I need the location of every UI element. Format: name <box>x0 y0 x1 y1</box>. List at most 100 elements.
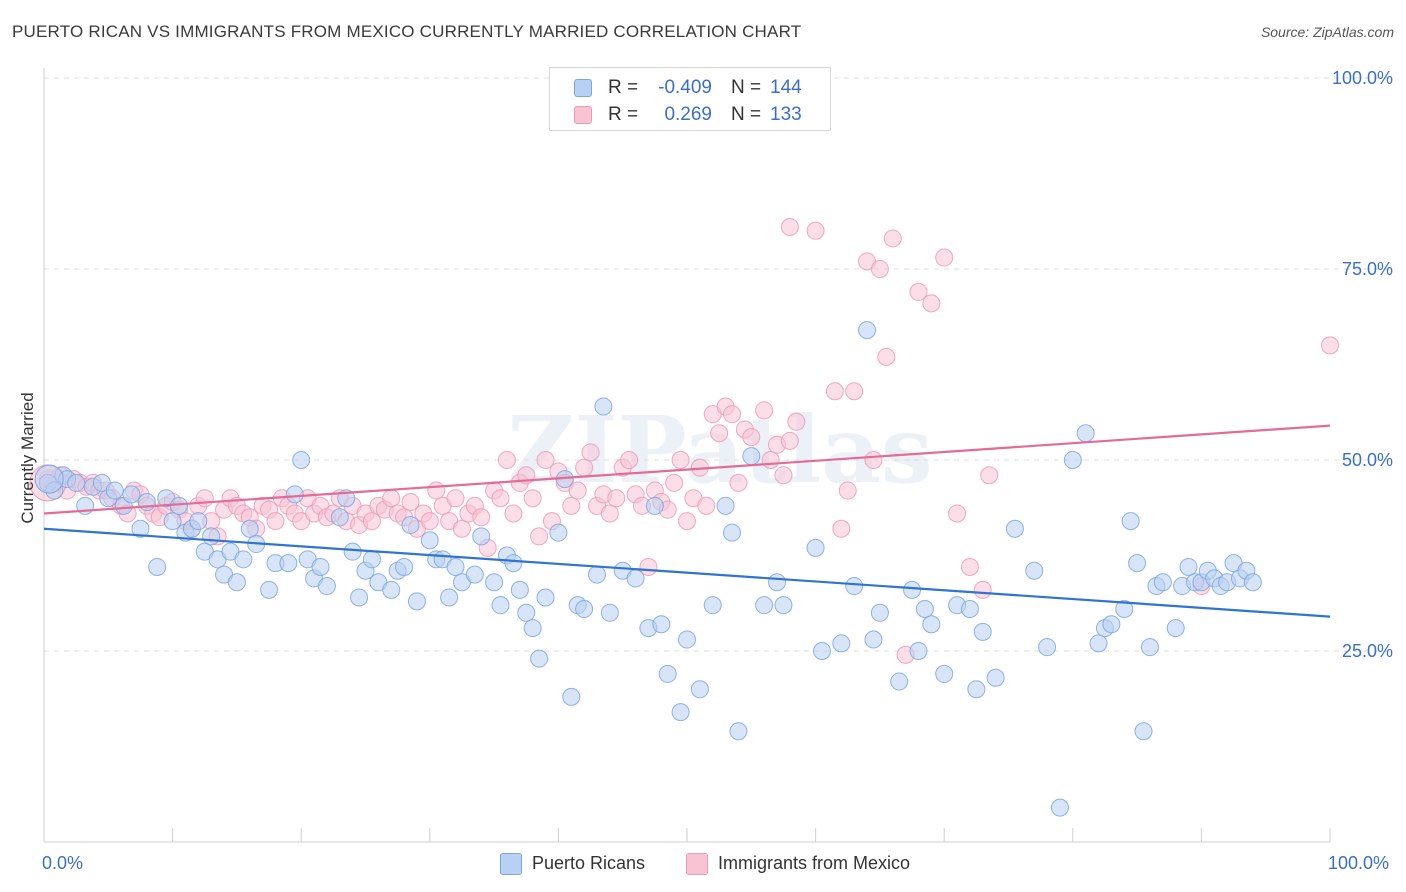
legend-row-mexico: R = 0.269 N = 133 <box>550 101 830 127</box>
puerto-rican-point-cluster <box>34 464 64 494</box>
puerto-rican-point <box>549 523 568 542</box>
puerto-rican-point <box>594 397 613 416</box>
legend-n-label: N = <box>731 77 762 98</box>
y-tick-label: 100.0% <box>1332 68 1393 88</box>
puerto-rican-point <box>122 485 141 504</box>
mexico-point <box>420 512 439 531</box>
puerto-rican-point <box>845 577 864 596</box>
puerto-rican-point <box>131 519 150 538</box>
mexico-point <box>671 451 690 469</box>
mexico-point <box>774 466 793 485</box>
mexico-point <box>497 451 516 469</box>
mexico-point <box>530 527 549 546</box>
puerto-rican-point <box>170 496 189 515</box>
legend-label: Immigrants from Mexico <box>718 853 911 873</box>
mexico-point <box>600 504 619 523</box>
mexico-point <box>620 451 639 469</box>
mexico-point <box>195 489 214 508</box>
mexico-point <box>607 489 626 508</box>
legend-r-value: -0.409 <box>658 77 712 98</box>
correlation-legend: R = -0.409 N = 144 R = 0.269 N = 133 <box>549 67 831 131</box>
legend-n-label: N = <box>731 104 762 125</box>
source-label: Source: ZipAtlas.com <box>1260 24 1394 40</box>
x-tick-label-max: 100.0% <box>1328 853 1390 873</box>
puerto-rican-point <box>311 557 330 576</box>
legend-swatch-blue <box>500 853 522 875</box>
puerto-rican-point <box>504 554 523 573</box>
mexico-point <box>870 260 889 278</box>
puerto-rican-point <box>587 565 606 584</box>
puerto-rican-trend-line <box>43 527 1331 618</box>
mexico-point <box>845 382 864 401</box>
puerto-rican-point <box>915 599 934 618</box>
puerto-rican-point <box>1025 561 1044 580</box>
puerto-rican-point <box>768 573 787 592</box>
series-legend: Puerto Ricans Immigrants from Mexico <box>0 852 1406 878</box>
mexico-point <box>723 405 742 424</box>
puerto-rican-point <box>774 596 793 615</box>
puerto-rican-point <box>234 550 253 569</box>
puerto-rican-point <box>1121 512 1140 531</box>
legend-r-label: R = <box>608 104 639 125</box>
puerto-rican-point <box>1134 722 1153 741</box>
puerto-rican-point <box>260 580 279 599</box>
mexico-point <box>883 229 902 248</box>
puerto-rican-point <box>600 603 619 622</box>
puerto-rican-point <box>755 596 774 615</box>
puerto-rican-point <box>472 527 491 546</box>
puerto-rican-point <box>1050 798 1069 817</box>
puerto-rican-point <box>491 596 510 615</box>
puerto-rican-point <box>562 687 581 706</box>
puerto-rican-point <box>903 580 922 599</box>
puerto-rican-point <box>1102 615 1121 634</box>
puerto-rican-point <box>350 588 369 607</box>
puerto-rican-point <box>163 512 182 531</box>
puerto-rican-point <box>446 557 465 576</box>
puerto-rican-point <box>729 722 748 741</box>
puerto-rican-point <box>465 565 484 584</box>
y-axis-title: Currently Married <box>18 392 37 524</box>
mexico-point <box>909 282 928 301</box>
mexico-point <box>710 424 729 443</box>
puerto-rican-points <box>34 321 1262 817</box>
mexico-point <box>427 481 446 500</box>
mexico-point <box>948 504 967 523</box>
puerto-rican-point <box>742 447 761 466</box>
mexico-point <box>960 557 979 576</box>
mexico-point <box>581 443 600 462</box>
mexico-trend-line <box>43 424 1331 515</box>
puerto-rican-point <box>420 531 439 550</box>
mexico-point <box>401 493 420 512</box>
chart-title: PUERTO RICAN VS IMMIGRANTS FROM MEXICO C… <box>12 22 802 41</box>
legend-row-puerto-rican: R = -0.409 N = 144 <box>550 74 830 100</box>
puerto-rican-point <box>967 680 986 699</box>
puerto-rican-point <box>382 580 401 599</box>
puerto-rican-point <box>510 580 529 599</box>
puerto-rican-point <box>517 603 536 622</box>
trend-lines <box>43 424 1331 618</box>
mexico-point <box>761 451 780 469</box>
mexico-point <box>780 431 799 450</box>
mexico-point <box>575 458 594 477</box>
puerto-rican-point <box>690 680 709 699</box>
puerto-rican-point <box>806 538 825 557</box>
mexico-point <box>935 248 954 267</box>
legend-swatch-pink <box>574 106 592 124</box>
puerto-rican-point <box>909 642 928 660</box>
puerto-rican-point <box>485 573 504 592</box>
mexico-point <box>1321 336 1339 355</box>
puerto-rican-point <box>536 588 555 607</box>
puerto-rican-point <box>703 596 722 615</box>
mexico-point <box>568 481 587 500</box>
y-tick-label: 50.0% <box>1342 450 1393 470</box>
puerto-rican-point <box>575 599 594 618</box>
puerto-rican-point <box>723 523 742 542</box>
puerto-rican-point <box>1089 634 1108 653</box>
mexico-point <box>864 451 883 469</box>
mexico-point <box>452 519 471 538</box>
mexico-point <box>362 512 381 531</box>
puerto-rican-point <box>1038 638 1057 657</box>
puerto-rican-point <box>870 603 889 622</box>
mexico-point <box>491 489 510 508</box>
